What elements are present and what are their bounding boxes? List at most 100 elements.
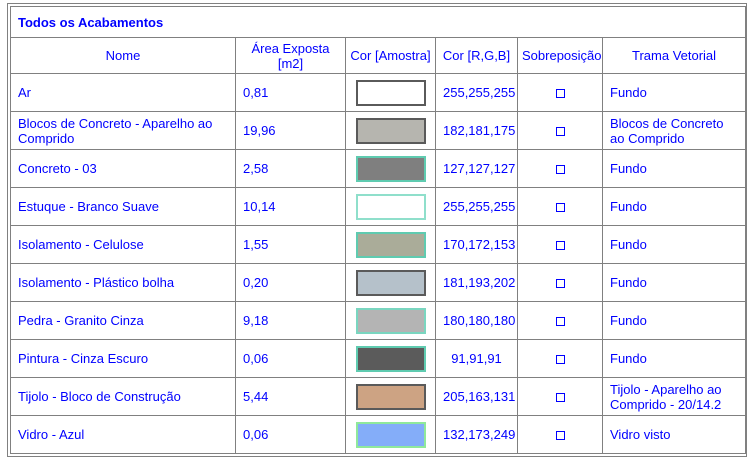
table-row: Pintura - Cinza Escuro 0,06 91,91,91 Fundo <box>10 339 747 378</box>
cell-rgb-value: 255,255,255 <box>435 73 518 112</box>
cell-overlay <box>517 111 603 150</box>
color-swatch <box>355 269 426 296</box>
cell-rgb-value: 132,173,249 <box>435 415 518 454</box>
color-swatch <box>355 383 426 410</box>
color-swatch <box>355 79 426 106</box>
column-header-rgb: Cor [R,G,B] <box>435 37 518 74</box>
cell-exposed-area: 0,81 <box>235 73 346 112</box>
cell-color-sample <box>345 149 436 188</box>
overlay-checkbox[interactable] <box>555 317 565 327</box>
cell-finish-name: Blocos de Concreto - Aparelho ao Comprid… <box>10 111 236 150</box>
cell-vector-pattern: Fundo <box>601 187 747 226</box>
overlay-checkbox[interactable] <box>555 241 565 251</box>
overlay-checkbox[interactable] <box>555 127 565 137</box>
cell-finish-name: Tijolo - Bloco de Construção <box>10 377 236 416</box>
cell-vector-pattern: Fundo <box>601 225 747 264</box>
cell-vector-pattern: Fundo <box>601 73 747 112</box>
overlay-checkbox[interactable] <box>555 431 565 441</box>
cell-rgb-value: 127,127,127 <box>435 149 518 188</box>
cell-exposed-area: 19,96 <box>235 111 346 150</box>
color-swatch <box>355 345 426 372</box>
cell-color-sample <box>345 415 436 454</box>
cell-color-sample <box>345 377 436 416</box>
cell-overlay <box>517 225 603 264</box>
cell-finish-name: Isolamento - Celulose <box>10 225 236 264</box>
cell-exposed-area: 1,55 <box>235 225 346 264</box>
cell-color-sample <box>345 301 436 340</box>
overlay-checkbox[interactable] <box>555 393 565 403</box>
finishes-report: Todos os Acabamentos Nome Área Exposta [m… <box>7 3 747 457</box>
overlay-checkbox[interactable] <box>555 203 565 213</box>
column-header-area: Área Exposta [m2] <box>235 37 346 74</box>
cell-color-sample <box>345 73 436 112</box>
cell-overlay <box>517 187 603 226</box>
cell-finish-name: Isolamento - Plástico bolha <box>10 263 236 302</box>
cell-overlay <box>517 263 603 302</box>
cell-overlay <box>517 415 603 454</box>
cell-color-sample <box>345 187 436 226</box>
cell-exposed-area: 2,58 <box>235 149 346 188</box>
color-swatch <box>355 117 426 144</box>
table-row: Isolamento - Celulose 1,55 170,172,153 Fund… <box>10 225 747 264</box>
table-row: Pedra - Granito Cinza 9,18 180,180,180 Fund… <box>10 301 747 340</box>
cell-vector-pattern: Fundo <box>601 149 747 188</box>
page-title: Todos os Acabamentos <box>9 6 747 38</box>
cell-exposed-area: 9,18 <box>235 301 346 340</box>
column-header-overlay: Sobreposição <box>517 37 603 74</box>
table-row: Isolamento - Plástico bolha 0,20 181,193,2… <box>10 263 747 302</box>
cell-vector-pattern: Fundo <box>601 263 747 302</box>
cell-finish-name: Pedra - Granito Cinza <box>10 301 236 340</box>
cell-overlay <box>517 377 603 416</box>
cell-exposed-area: 5,44 <box>235 377 346 416</box>
cell-rgb-value: 182,181,175 <box>435 111 518 150</box>
cell-vector-pattern: Blocos de Concreto ao Comprido <box>601 111 747 150</box>
table-row: Concreto - 03 2,58 127,127,127 Fundo <box>10 149 747 188</box>
cell-finish-name: Concreto - 03 <box>10 149 236 188</box>
table-row: Blocos de Concreto - Aparelho ao Comprid… <box>10 111 747 150</box>
cell-exposed-area: 0,20 <box>235 263 346 302</box>
cell-rgb-value: 255,255,255 <box>435 187 518 226</box>
cell-finish-name: Pintura - Cinza Escuro <box>10 339 236 378</box>
overlay-checkbox[interactable] <box>555 355 565 365</box>
table-row: Estuque - Branco Suave 10,14 255,255,255 Fu… <box>10 187 747 226</box>
color-swatch <box>355 155 426 182</box>
cell-vector-pattern: Fundo <box>601 301 747 340</box>
column-header-row: Nome Área Exposta [m2] Cor [Amostra] Cor [R… <box>10 37 747 74</box>
cell-exposed-area: 0,06 <box>235 415 346 454</box>
cell-vector-pattern: Fundo <box>601 339 747 378</box>
cell-exposed-area: 0,06 <box>235 339 346 378</box>
color-swatch <box>355 231 426 258</box>
finishes-table: Todos os Acabamentos Nome Área Exposta [m… <box>9 6 747 454</box>
cell-color-sample <box>345 263 436 302</box>
cell-finish-name: Ar <box>10 73 236 112</box>
cell-overlay <box>517 339 603 378</box>
cell-rgb-value: 91,91,91 <box>435 339 518 378</box>
table-row: Vidro - Azul 0,06 132,173,249 Vidro visto <box>10 415 747 454</box>
column-header-pattern: Trama Vetorial <box>601 37 747 74</box>
cell-overlay <box>517 301 603 340</box>
cell-finish-name: Estuque - Branco Suave <box>10 187 236 226</box>
cell-color-sample <box>345 339 436 378</box>
table-row: Tijolo - Bloco de Construção 5,44 205,163,… <box>10 377 747 416</box>
cell-exposed-area: 10,14 <box>235 187 346 226</box>
cell-rgb-value: 170,172,153 <box>435 225 518 264</box>
column-header-name: Nome <box>10 37 236 74</box>
cell-rgb-value: 181,193,202 <box>435 263 518 302</box>
cell-vector-pattern: Vidro visto <box>601 415 747 454</box>
color-swatch <box>355 421 426 448</box>
cell-rgb-value: 180,180,180 <box>435 301 518 340</box>
color-swatch <box>355 307 426 334</box>
title-row: Todos os Acabamentos <box>9 6 747 38</box>
cell-color-sample <box>345 111 436 150</box>
column-header-swatch: Cor [Amostra] <box>345 37 436 74</box>
cell-color-sample <box>345 225 436 264</box>
table-row: Ar 0,81 255,255,255 Fundo <box>10 73 747 112</box>
cell-overlay <box>517 73 603 112</box>
overlay-checkbox[interactable] <box>555 165 565 175</box>
color-swatch <box>355 193 426 220</box>
cell-finish-name: Vidro - Azul <box>10 415 236 454</box>
cell-rgb-value: 205,163,131 <box>435 377 518 416</box>
overlay-checkbox[interactable] <box>555 89 565 99</box>
overlay-checkbox[interactable] <box>555 279 565 289</box>
cell-vector-pattern: Tijolo - Aparelho ao Comprido - 20/14.2 <box>601 377 747 416</box>
